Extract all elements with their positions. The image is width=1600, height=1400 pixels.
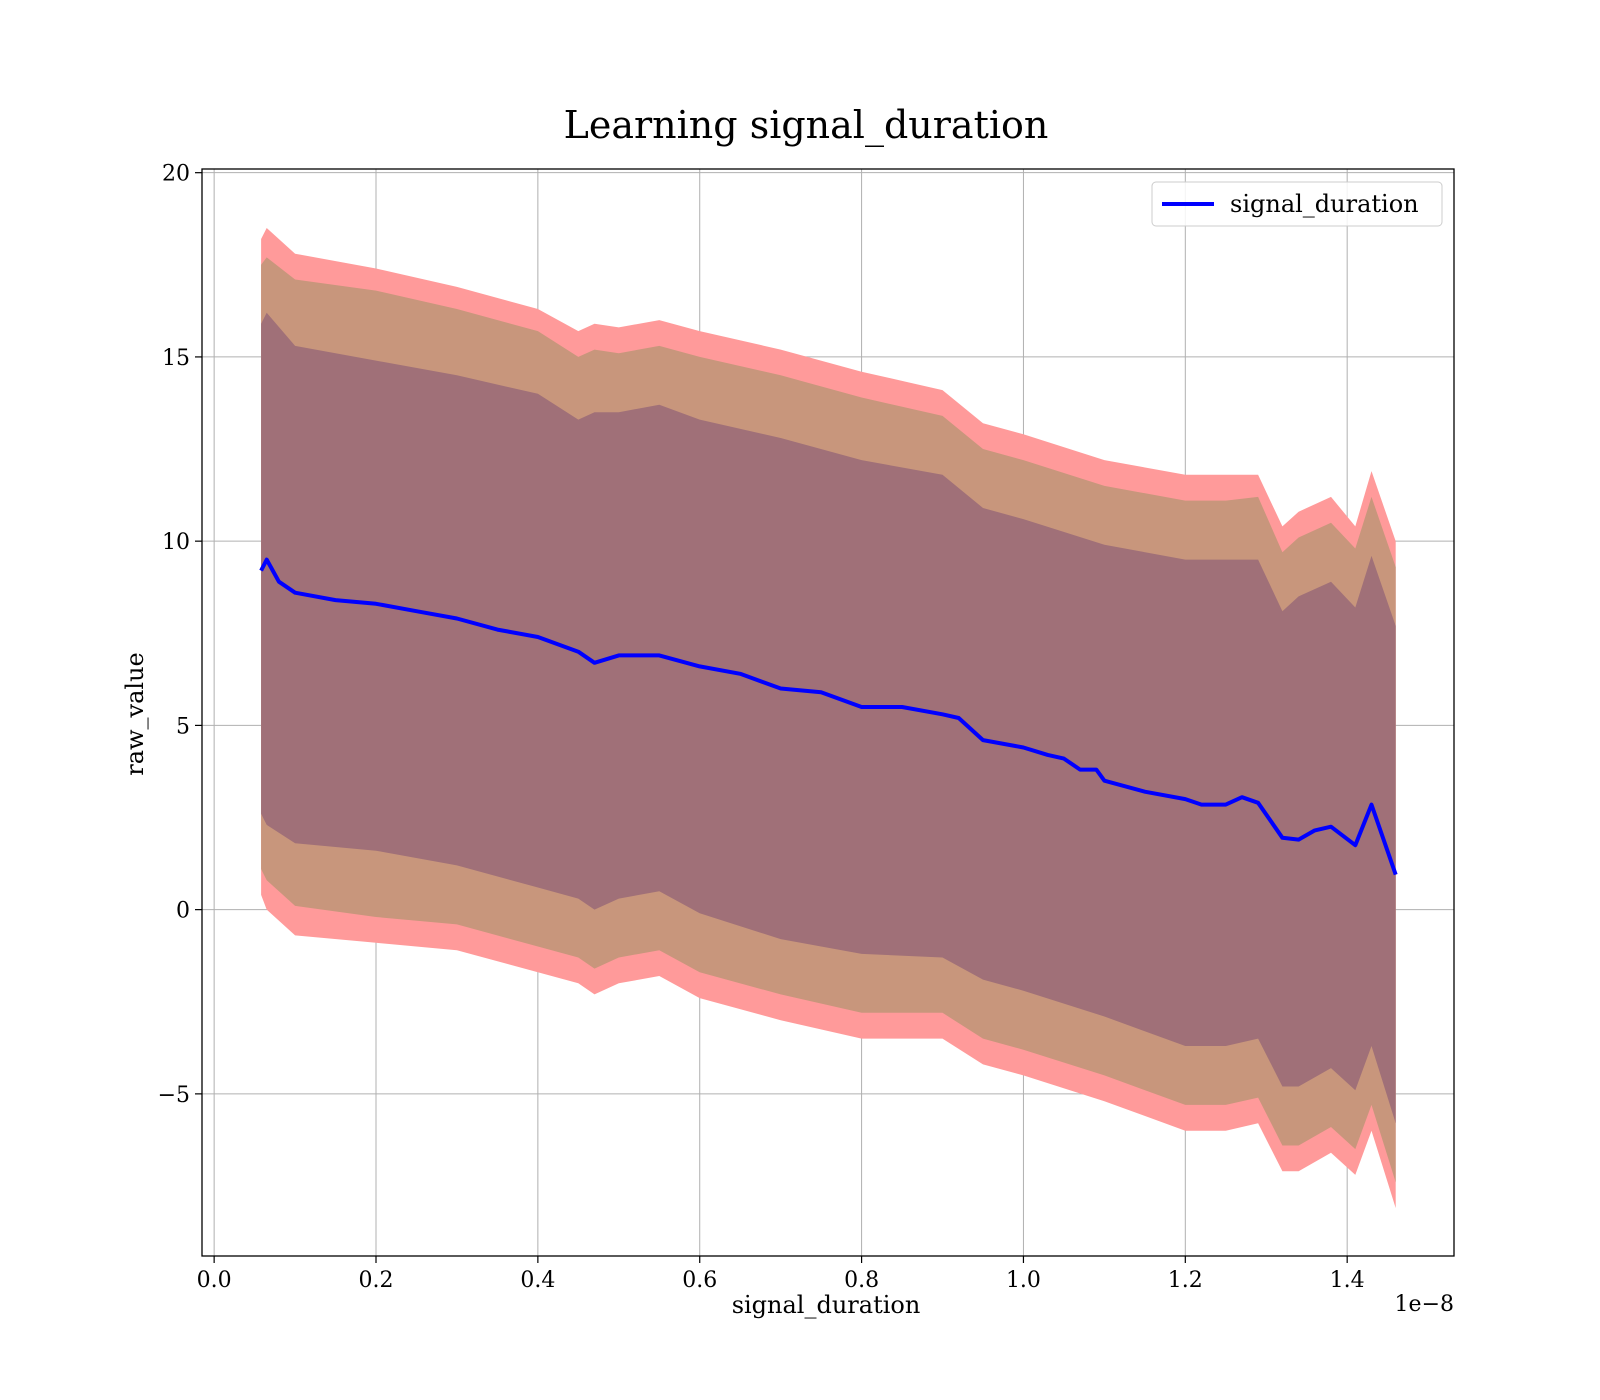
series-layer xyxy=(259,557,1398,876)
y-axis: −5 0 5 10 15 20 xyxy=(158,162,202,1108)
x-tick-label-5: 1.0 xyxy=(1006,1268,1041,1293)
y-tick-label-0: −5 xyxy=(158,1083,190,1108)
series-line-0 xyxy=(259,557,1398,876)
y-tick-label-2: 5 xyxy=(176,714,190,739)
x-tick-label-1: 0.2 xyxy=(359,1268,394,1293)
band-2 xyxy=(261,312,1396,1124)
x-axis: 0.0 0.2 0.4 0.6 0.8 1.0 1.2 1.4 xyxy=(197,1256,1365,1293)
x-tick-label-0: 0.0 xyxy=(197,1268,232,1293)
y-axis-label: raw_value xyxy=(121,652,149,776)
band-layer xyxy=(261,228,1396,1209)
x-tick-label-3: 0.6 xyxy=(682,1268,717,1293)
x-tick-label-4: 0.8 xyxy=(844,1268,879,1293)
y-tick-label-5: 20 xyxy=(162,162,190,187)
x-axis-label: signal_duration xyxy=(732,1291,921,1319)
legend-label: signal_duration xyxy=(1230,190,1419,218)
y-tick-label-1: 0 xyxy=(176,899,190,924)
x-tick-label-2: 0.4 xyxy=(520,1268,555,1293)
legend-box xyxy=(1151,181,1443,227)
x-tick-label-7: 1.4 xyxy=(1330,1268,1365,1293)
plot-frame xyxy=(201,168,1455,1257)
x-axis-offset-text: 1e−8 xyxy=(1395,1292,1454,1317)
chart-title: Learning signal_duration xyxy=(564,103,1049,148)
y-tick-label-4: 15 xyxy=(162,346,190,371)
legend: signal_duration xyxy=(1151,181,1443,227)
x-tick-label-6: 1.2 xyxy=(1168,1268,1203,1293)
y-tick-label-3: 10 xyxy=(162,530,190,555)
